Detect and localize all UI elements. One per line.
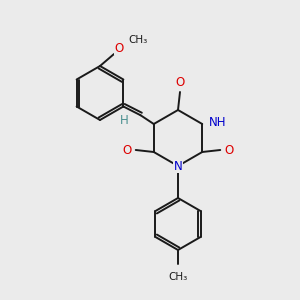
Text: O: O bbox=[114, 41, 124, 55]
Text: CH₃: CH₃ bbox=[128, 35, 147, 45]
Text: H: H bbox=[120, 114, 129, 127]
Text: O: O bbox=[176, 76, 184, 89]
Text: O: O bbox=[122, 143, 131, 157]
Text: CH₃: CH₃ bbox=[168, 272, 188, 282]
Text: O: O bbox=[225, 143, 234, 157]
Text: NH: NH bbox=[209, 116, 227, 128]
Text: N: N bbox=[174, 160, 182, 172]
